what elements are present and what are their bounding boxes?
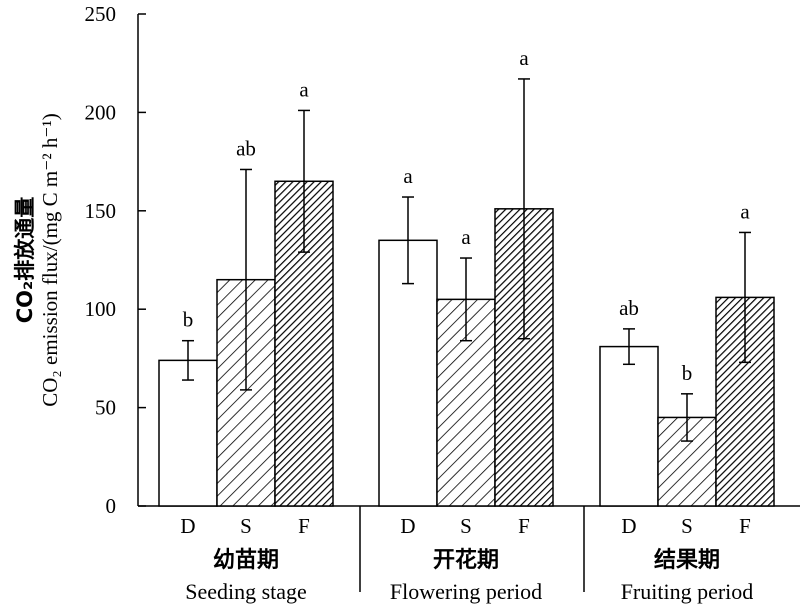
significance-letters: b ab a a a a ab b a bbox=[183, 46, 751, 385]
x-tick-label: D bbox=[621, 514, 636, 538]
group-labels: 幼苗期 Seeding stage 开花期 Flowering period 结果期 Fr… bbox=[185, 547, 753, 604]
bar-F bbox=[274, 180, 334, 507]
group-label-cn: 结果期 bbox=[654, 547, 720, 573]
y-axis-label-en: CO₂ emission flux/(mg C m⁻² h⁻¹) bbox=[38, 113, 62, 407]
significance-letter: a bbox=[461, 225, 471, 249]
x-tick-label: D bbox=[180, 514, 195, 538]
group-label-en: Seeding stage bbox=[185, 579, 307, 604]
y-tick-label: 150 bbox=[85, 199, 117, 223]
x-tick-label: D bbox=[400, 514, 415, 538]
x-tick-label: F bbox=[739, 514, 751, 538]
x-tick-label: F bbox=[518, 514, 530, 538]
significance-letter: ab bbox=[236, 136, 256, 160]
y-tick-label: 0 bbox=[106, 494, 117, 518]
significance-letter: a bbox=[519, 46, 529, 70]
y-tick-label: 250 bbox=[85, 2, 117, 26]
bar-D bbox=[158, 359, 218, 507]
significance-letter: ab bbox=[619, 296, 639, 320]
bar-S bbox=[657, 416, 717, 507]
error-bars bbox=[182, 78, 751, 442]
x-tick-label: S bbox=[460, 514, 472, 538]
significance-letter: b bbox=[183, 308, 194, 332]
x-tick-label: F bbox=[298, 514, 310, 538]
group-label-en: Fruiting period bbox=[621, 579, 754, 604]
bar-D bbox=[599, 345, 659, 507]
bar-D bbox=[378, 239, 438, 507]
significance-letter: a bbox=[740, 199, 750, 223]
y-tick-label: 100 bbox=[85, 297, 117, 321]
y-axis-title: CO₂排放通量 CO₂ emission flux/(mg C m⁻² h⁻¹) bbox=[13, 113, 62, 407]
y-ticks: 0 50 100 150 200 250 bbox=[85, 2, 146, 518]
bars bbox=[158, 180, 775, 507]
significance-letter: b bbox=[682, 361, 693, 385]
y-tick-label: 50 bbox=[95, 396, 116, 420]
group-label-cn: 幼苗期 bbox=[213, 547, 279, 573]
y-tick-label: 200 bbox=[85, 100, 117, 124]
y-axis-label-cn: CO₂排放通量 bbox=[13, 197, 37, 323]
x-tick-label: S bbox=[681, 514, 693, 538]
group-label-en: Flowering period bbox=[390, 579, 542, 604]
x-tick-label: S bbox=[240, 514, 252, 538]
group-label-cn: 开花期 bbox=[433, 547, 499, 573]
significance-letter: a bbox=[299, 77, 309, 101]
significance-letter: a bbox=[403, 164, 413, 188]
